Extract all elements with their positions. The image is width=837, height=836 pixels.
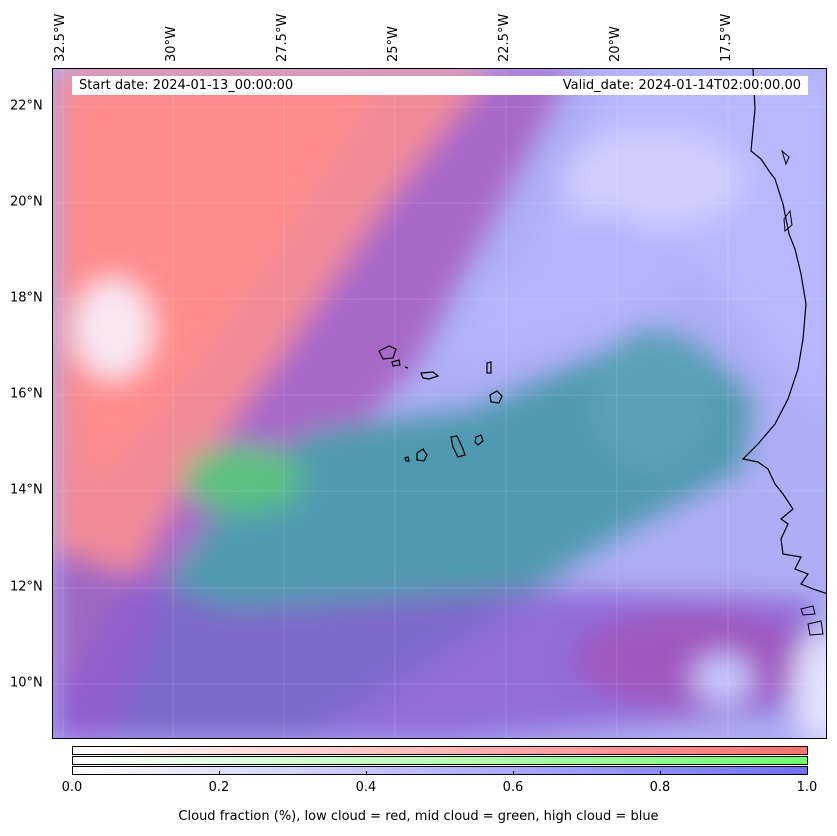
lon-label: 22.5°W (497, 13, 512, 62)
colorbar-tick: 0.8 (649, 780, 671, 795)
lon-label: 30°W (164, 26, 179, 62)
colorbar-high-cloud (72, 766, 808, 775)
colorbar-tick: 1.0 (796, 780, 818, 795)
lat-label: 18°N (10, 290, 43, 306)
lon-label: 32.5°W (53, 13, 68, 62)
start-date: Start date: 2024-01-13_00:00:00 (79, 78, 294, 93)
colorbar-tick-mark (72, 771, 73, 775)
lat-label: 16°N (10, 386, 43, 402)
gridlines (53, 69, 826, 738)
colorbar-tick: 0.4 (355, 780, 377, 795)
colorbar-tick: 0.2 (208, 780, 230, 795)
lat-label: 22°N (10, 98, 43, 114)
africa-coastline (741, 69, 826, 594)
lon-label: 25°W (386, 26, 401, 62)
date-banner: Start date: 2024-01-13_00:00:00 Valid_da… (72, 76, 808, 95)
colorbar-low-cloud (72, 746, 808, 755)
colorbar-tick-mark (513, 771, 514, 775)
map-canvas (53, 69, 826, 738)
cloud-fraction-map (52, 68, 827, 739)
lat-label: 20°N (10, 194, 43, 210)
lat-label: 14°N (10, 482, 43, 498)
low-cloud-core (73, 79, 383, 489)
colorbar (72, 746, 808, 776)
colorbar-tick-mark (660, 771, 661, 775)
lat-label: 12°N (10, 579, 43, 595)
colorbar-mid-cloud (72, 756, 808, 765)
cape-verde-islands (378, 345, 503, 462)
lat-label: 10°N (10, 675, 43, 691)
colorbar-tick-mark (807, 771, 808, 775)
valid-date: Valid_date: 2024-01-14T02:00:00.00 (562, 78, 801, 93)
colorbar-tick: 0.0 (61, 780, 83, 795)
lon-label: 27.5°W (275, 13, 290, 62)
colorbar-label: Cloud fraction (%), low cloud = red, mid… (178, 809, 659, 824)
lon-label: 20°W (608, 26, 623, 62)
colorbar-tick-mark (366, 771, 367, 775)
lon-label: 17.5°W (719, 13, 734, 62)
colorbar-tick-mark (219, 771, 220, 775)
colorbar-tick: 0.6 (502, 780, 524, 795)
